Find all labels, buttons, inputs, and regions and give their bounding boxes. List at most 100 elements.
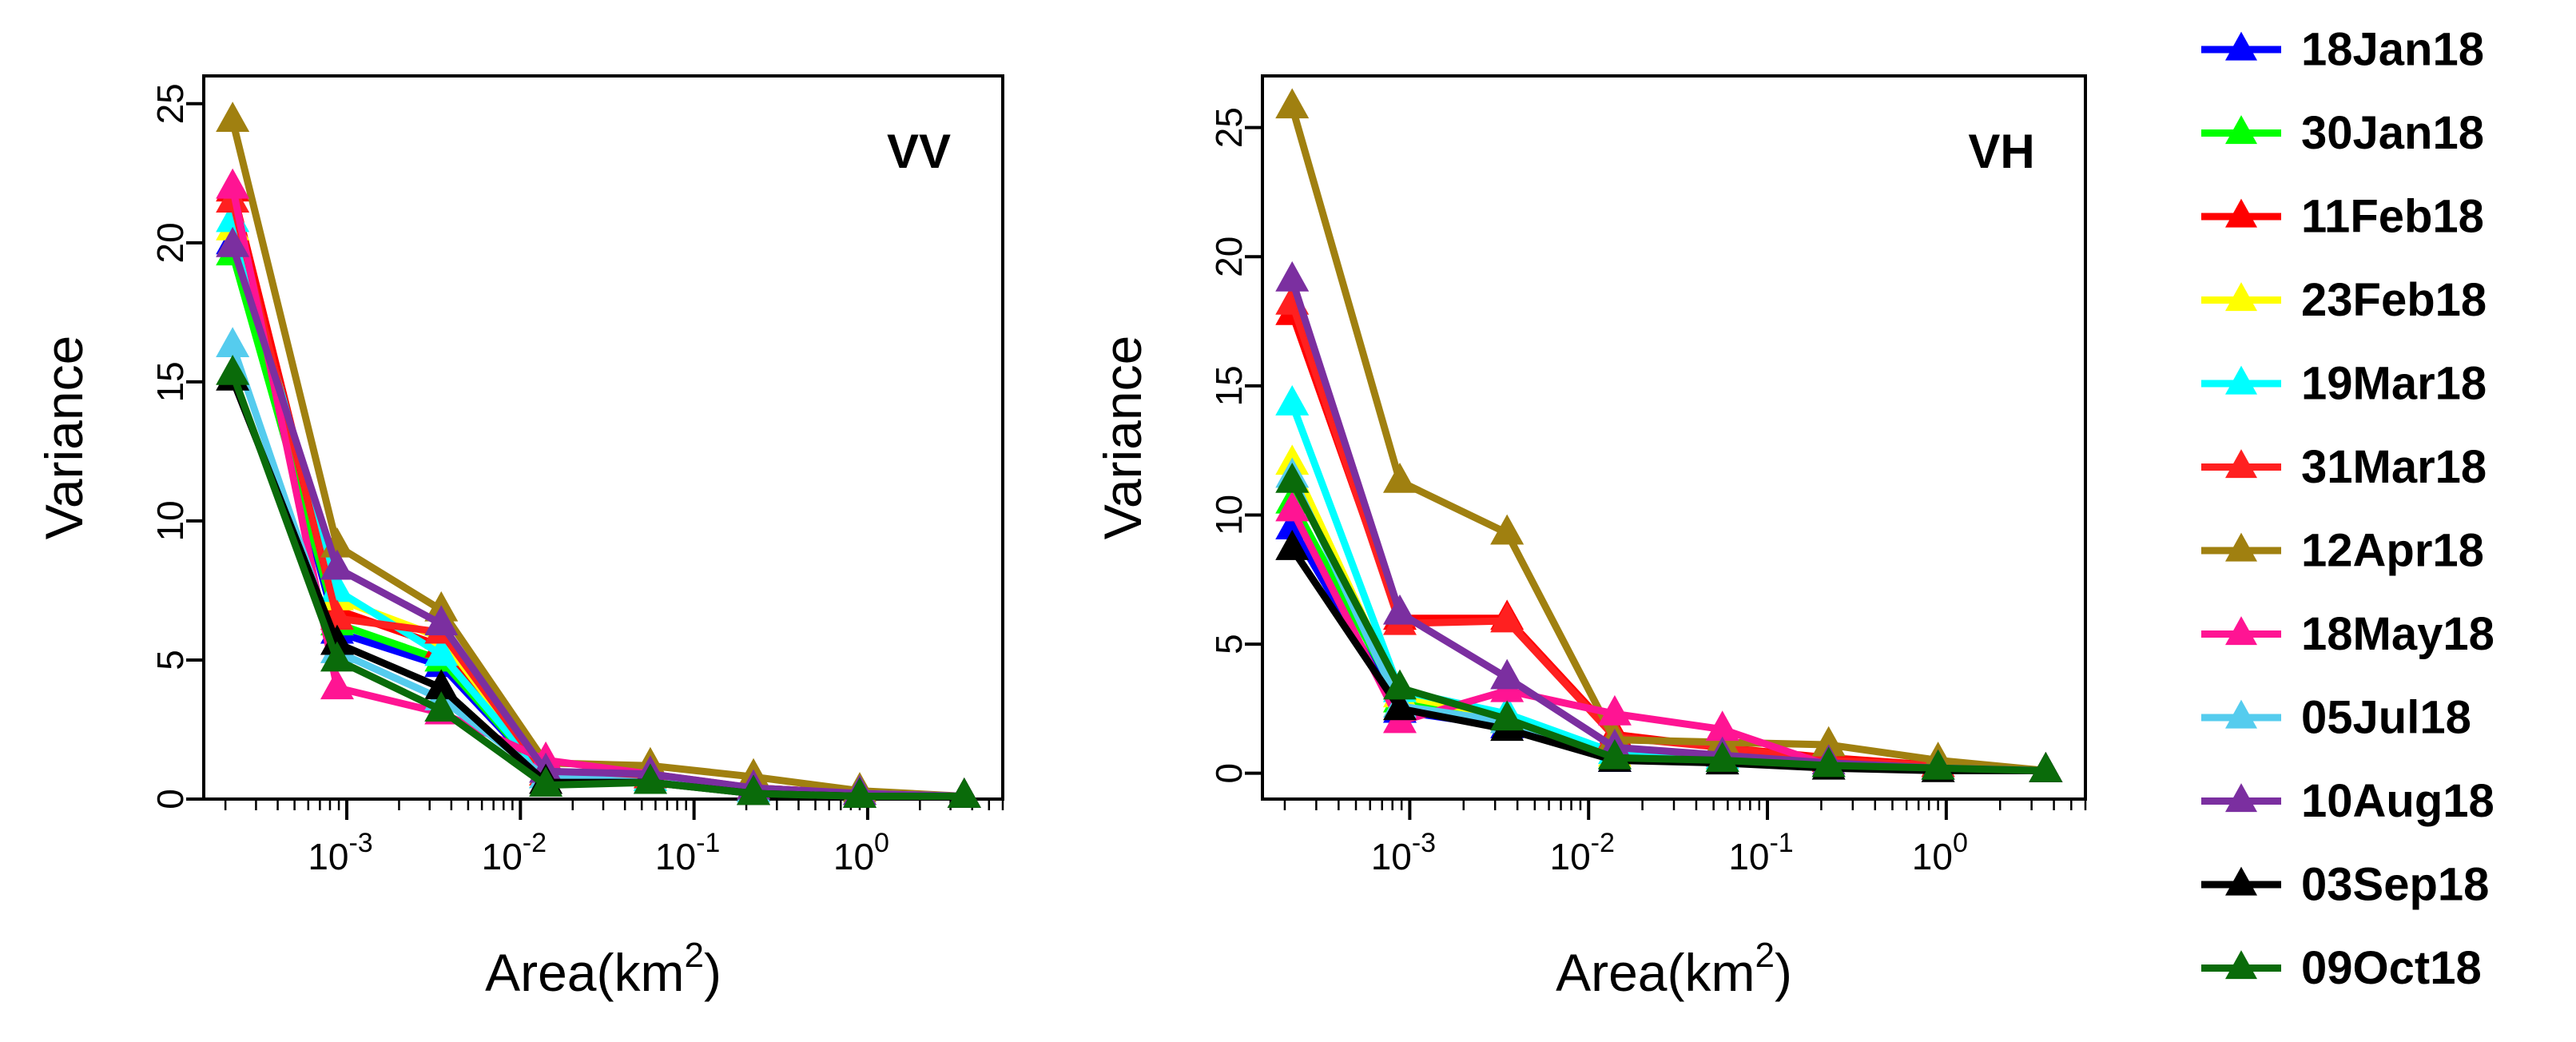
y-axis-title: Variance [34,336,93,540]
legend-label: 12Apr18 [2301,525,2484,577]
legend-entry: 10Aug18 [2201,775,2495,827]
legend-marker [2225,783,2257,813]
data-point-marker [216,101,250,133]
data-point-marker [1811,746,1846,778]
data-point-marker [1597,694,1632,726]
y-tick-label: 15 [1208,365,1250,406]
data-point-marker [842,778,877,808]
data-point-marker [1490,658,1525,690]
data-point-marker [1275,385,1310,416]
data-point-marker [1275,260,1310,292]
series-line [229,241,964,800]
legend-marker [2225,365,2257,395]
data-point-marker [1490,514,1525,545]
data-point-marker [1597,738,1632,770]
data-point-marker [216,327,250,357]
series-line [229,219,964,800]
series-18May18 [216,168,981,808]
legend-entry: 03Sep18 [2201,859,2489,911]
x-tick-label: 10-1 [1728,828,1793,877]
series-line [229,244,964,800]
legend-marker [2225,115,2257,145]
y-tick-label: 20 [1208,237,1250,277]
x-tick-label: 10-3 [1371,828,1436,877]
data-point-marker [737,774,771,805]
y-tick-label: 20 [149,222,191,263]
data-point-marker [2029,752,2063,782]
data-point-marker [529,766,563,797]
legend-entry: 11Feb18 [2201,191,2484,243]
legend-entry: 30Jan18 [2201,107,2484,159]
y-tick-label: 0 [149,789,191,809]
x-tick-label: 10-3 [308,828,372,877]
legend-label: 10Aug18 [2301,775,2495,827]
x-tick-label: 10-2 [1550,828,1615,877]
data-point-marker [424,669,459,700]
series-line [229,228,964,800]
panel-label: VV [887,125,951,178]
legend-entry: 23Feb18 [2201,274,2487,326]
series-line [229,186,964,800]
data-point-marker [1705,710,1739,742]
legend-label: 03Sep18 [2301,859,2489,911]
legend-label: 19Mar18 [2301,358,2487,410]
data-point-marker [216,355,250,385]
data-point-marker [1275,491,1310,522]
y-tick-label: 0 [1208,763,1250,784]
legend-label: 30Jan18 [2301,107,2484,159]
legend-entry: 09Oct18 [2201,942,2482,994]
series-line [1289,479,2046,774]
data-point-marker [1382,690,1417,721]
data-point-marker [1490,602,1525,633]
data-point-marker [1275,530,1310,560]
vh-panel: 0 5 10 15 20 25 10-3 10-2 10-1 100 Area(km2) Varian… [1093,74,2087,1002]
data-point-marker [424,691,459,722]
plot-frame [202,74,1004,801]
legend-entry: 12Apr18 [2201,525,2484,577]
series-line [229,372,964,800]
legend-entry: 18Jan18 [2201,24,2484,76]
legend-marker [2225,198,2257,228]
panel-label: VH [1968,125,2034,178]
y-axis-title: Variance [1093,336,1152,540]
data-point-marker [216,168,250,199]
data-point-marker [320,669,354,700]
data-point-marker [424,635,459,666]
data-point-marker [1275,88,1310,119]
legend: 18Jan18 30Jan18 11Feb18 23Feb18 19Mar18 31Mar… [2201,24,2495,994]
x-tick-label: 100 [833,828,889,877]
y-tick-label: 25 [149,83,191,124]
legend-marker [2225,950,2257,980]
series-31Mar18 [216,182,981,808]
series-line [1288,105,2046,774]
y-tick-label: 5 [1208,634,1250,654]
legend-entry: 19Mar18 [2201,358,2487,410]
y-tick-label: 25 [1208,107,1250,148]
series-09Oct18 [1275,463,2063,782]
series-line [229,189,964,800]
legend-entry: 31Mar18 [2201,441,2487,493]
x-axis-title: Area(km2) [485,936,722,1002]
series-11Feb18 [216,171,981,808]
legend-marker [2225,31,2257,61]
x-tick-label: 10-2 [482,828,547,877]
data-point-marker [1382,594,1417,625]
series-line [1289,546,2046,774]
data-point-marker [320,549,354,580]
legend-label: 11Feb18 [2301,191,2484,243]
data-point-marker [1382,463,1417,493]
vv-panel: 0 5 10 15 20 25 10-3 10-2 10-1 100 Area(km2) Varian… [34,74,1004,1002]
legend-entry: 18May18 [2201,608,2495,660]
legend-marker [2225,866,2257,896]
y-tick-label: 10 [1208,495,1250,535]
data-point-marker [1705,742,1739,772]
legend-marker [2225,699,2257,729]
data-point-marker [320,641,354,672]
legend-label: 09Oct18 [2301,942,2482,994]
data-point-marker [1490,700,1525,731]
series-line [229,253,964,800]
legend-label: 18May18 [2301,608,2495,660]
legend-label: 31Mar18 [2301,441,2487,493]
data-point-marker [1921,749,1955,780]
data-point-marker [947,778,981,808]
